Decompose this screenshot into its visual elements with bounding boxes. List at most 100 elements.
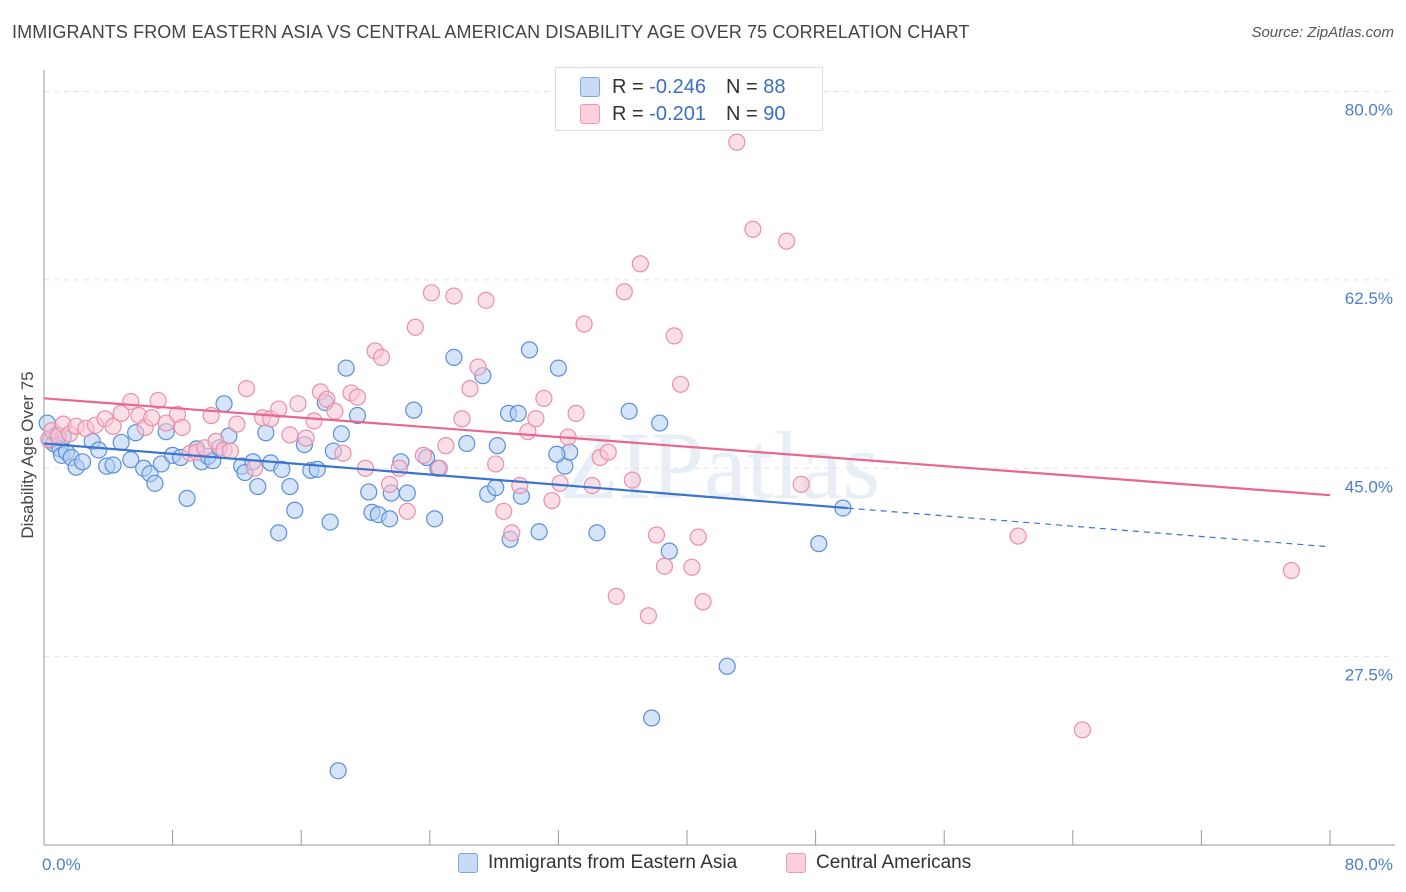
data-point [245, 459, 264, 477]
legend-item-eastern-asia[interactable]: Immigrants from Eastern Asia [458, 852, 737, 874]
data-point [398, 484, 416, 502]
data-point [599, 443, 617, 461]
legend-label-central-americans: Central Americans [816, 852, 972, 873]
data-point [381, 510, 399, 528]
legend-swatch-central-americans [786, 853, 806, 873]
data-point [337, 359, 355, 377]
data-point [237, 380, 256, 398]
data-point [112, 433, 130, 452]
r-value: -0.201 [649, 102, 706, 125]
data-point [620, 402, 638, 420]
chart-title: IMMIGRANTS FROM EASTERN ASIA VS CENTRAL … [12, 22, 970, 42]
data-point [270, 524, 288, 542]
data-point [390, 459, 408, 477]
data-point [445, 348, 463, 366]
data-point [437, 437, 455, 455]
data-point [1282, 561, 1301, 580]
legend-label-eastern-asia: Immigrants from Eastern Asia [488, 852, 738, 873]
data-point [458, 434, 476, 453]
n-value: 90 [763, 102, 786, 125]
data-point [173, 418, 191, 436]
data-point [104, 456, 122, 474]
data-point [583, 476, 601, 495]
stats-row-central-americans: R = -0.201 N = 90 [556, 100, 785, 128]
n-value: 88 [763, 75, 786, 98]
data-point [511, 476, 529, 495]
data-point [149, 391, 167, 410]
trend-line [43, 397, 1331, 497]
data-point [778, 232, 796, 250]
data-point [318, 390, 336, 408]
data-point [615, 283, 633, 301]
grid-lines [44, 91, 1395, 658]
data-point [689, 528, 707, 546]
data-point [273, 460, 291, 478]
data-point [495, 502, 513, 520]
data-point [792, 475, 810, 494]
data-point [623, 471, 641, 489]
r-label: R = [612, 102, 650, 125]
data-point [744, 220, 762, 238]
data-point [543, 491, 561, 510]
stats-legend: R = -0.246 N = 88 R = -0.201 N = 90 [555, 67, 823, 131]
data-point [321, 513, 339, 531]
legend-swatch-eastern-asia [458, 853, 478, 873]
data-point [281, 426, 299, 444]
series-central-americans [40, 133, 1301, 739]
data-point [660, 542, 678, 560]
data-point [461, 380, 479, 398]
data-point [631, 255, 649, 273]
data-point [332, 425, 350, 443]
data-point [146, 474, 164, 492]
axes [43, 70, 1395, 846]
data-point [655, 557, 674, 575]
data-point [530, 523, 548, 541]
data-point [453, 410, 471, 428]
y-tick-label: 80.0% [1345, 101, 1393, 120]
data-point [694, 593, 712, 611]
data-point [535, 389, 553, 407]
data-point [406, 318, 424, 336]
x-tick-label: 0.0% [42, 855, 81, 874]
y-tick-label: 45.0% [1345, 477, 1393, 496]
data-point [567, 404, 585, 422]
data-point [104, 417, 122, 435]
r-value: -0.246 [649, 75, 706, 98]
legend-item-central-americans[interactable]: Central Americans [786, 852, 971, 874]
watermark: ZIPatlas [560, 412, 880, 519]
data-point [549, 359, 568, 377]
data-point [548, 445, 566, 463]
data-point [683, 558, 701, 576]
data-point [445, 287, 463, 305]
data-point [487, 479, 505, 497]
data-point [651, 414, 669, 432]
data-point [348, 406, 367, 425]
trend-line-extension [847, 507, 1331, 548]
data-point [1073, 721, 1092, 739]
data-point [90, 441, 108, 459]
data-point [221, 442, 240, 460]
data-point [249, 477, 267, 496]
source-label: Source: ZipAtlas.com [1251, 24, 1394, 41]
data-point [477, 291, 495, 309]
stats-swatch-central-americans [580, 104, 600, 124]
data-point [122, 451, 140, 469]
series-legend: Immigrants from Eastern Asia Central Ame… [0, 852, 1406, 878]
data-point [509, 404, 527, 422]
y-tick-label: 27.5% [1345, 666, 1393, 685]
stats-row-eastern-asia: R = -0.246 N = 88 [556, 73, 785, 101]
data-point [527, 410, 545, 428]
data-point [647, 526, 666, 544]
data-point [305, 412, 323, 430]
data-point [643, 709, 661, 727]
data-point [575, 315, 593, 333]
tick-labels: 27.5% 45.0% 62.5% 80.0% 0.0% 80.0% [42, 101, 1393, 874]
data-point [334, 444, 352, 462]
data-point [588, 524, 606, 542]
data-point [607, 587, 625, 605]
trend-line [43, 442, 848, 510]
data-point [289, 395, 307, 413]
data-point [503, 524, 521, 542]
data-point [73, 453, 92, 471]
data-point [422, 284, 441, 302]
